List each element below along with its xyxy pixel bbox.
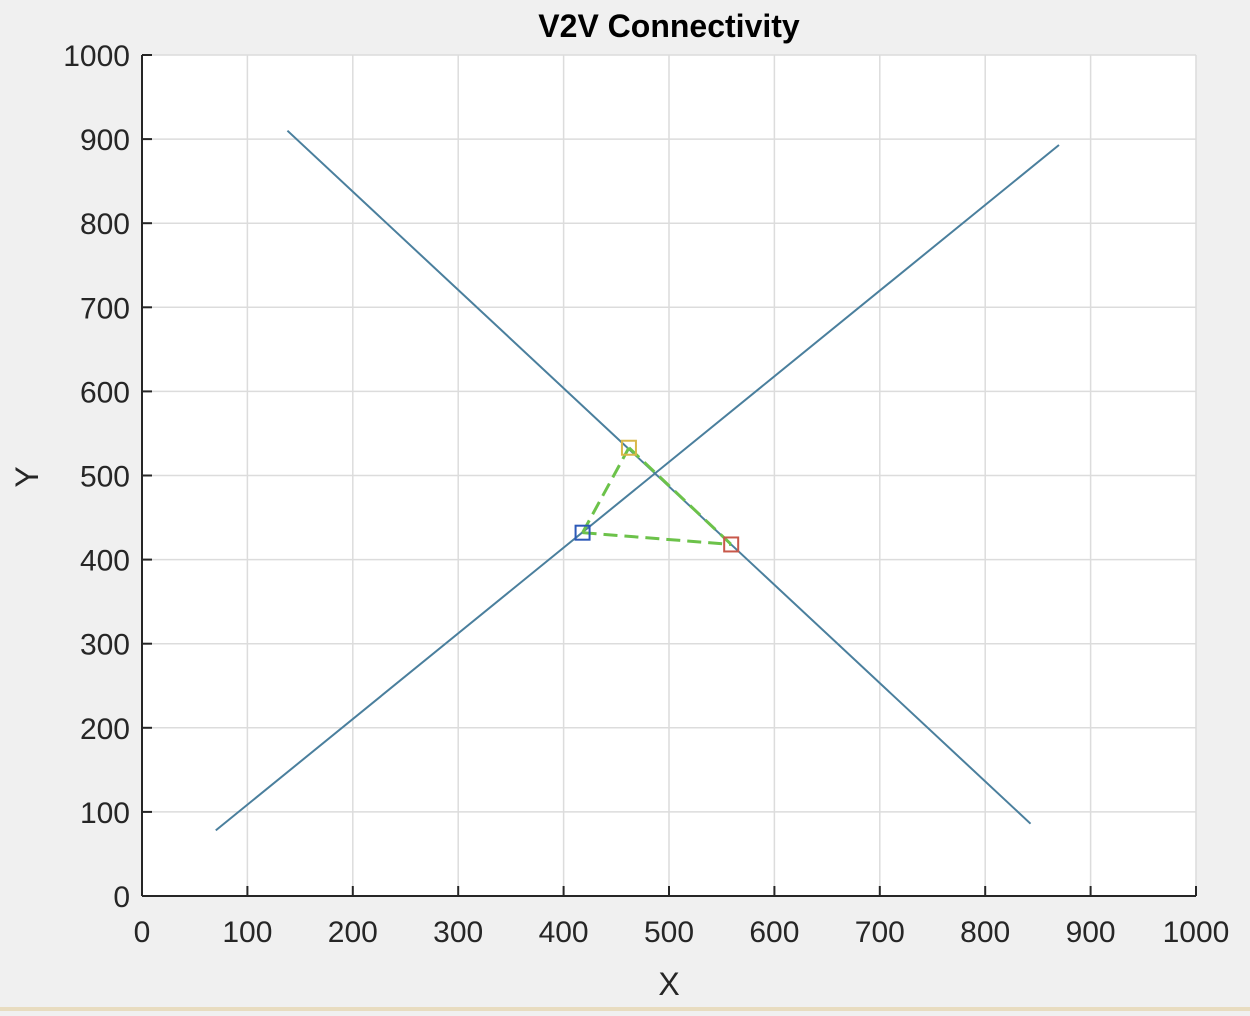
y-tick-label: 0 — [113, 881, 130, 914]
v2v-link-3 — [627, 446, 733, 546]
y-tick-label: 700 — [80, 292, 130, 325]
y-tick-label: 800 — [80, 208, 130, 241]
x-tick-label: 100 — [222, 916, 272, 949]
y-tick-label: 900 — [80, 124, 130, 157]
x-tick-label: 300 — [433, 916, 483, 949]
y-tick-label: 300 — [80, 629, 130, 662]
bottom-rule — [0, 1007, 1250, 1011]
x-tick-labels: 0 100 200 300 400 500 600 700 800 900 1000 — [134, 916, 1230, 949]
x-tick-label: 600 — [749, 916, 799, 949]
y-axis-label: Y — [9, 466, 45, 487]
x-tick-label: 0 — [134, 916, 151, 949]
x-tick-label: 800 — [960, 916, 1010, 949]
y-tick-label: 400 — [80, 545, 130, 578]
vehicle-marker-1 — [574, 524, 591, 541]
x-tick-label: 1000 — [1163, 916, 1230, 949]
x-tick-label: 200 — [328, 916, 378, 949]
x-axis-label: X — [658, 966, 679, 1002]
y-tick-label: 100 — [80, 797, 130, 830]
grid — [141, 54, 1197, 897]
vehicles — [574, 439, 740, 553]
y-tick-label: 500 — [80, 461, 130, 494]
y-tick-label: 1000 — [63, 40, 130, 73]
x-tick-label: 700 — [855, 916, 905, 949]
links — [581, 446, 733, 546]
x-tick-label: 900 — [1066, 916, 1116, 949]
y-tick-label: 200 — [80, 713, 130, 746]
y-tick-label: 600 — [80, 376, 130, 409]
y-tick-labels: 0 100 200 300 400 500 600 700 800 900 1000 — [63, 40, 130, 914]
v2v-link-1 — [582, 531, 732, 546]
x-tick-label: 500 — [644, 916, 694, 949]
chart-title: V2V Connectivity — [538, 8, 800, 44]
vehicle-marker-3 — [723, 536, 740, 553]
x-tick-label: 400 — [539, 916, 589, 949]
road-line-1 — [215, 144, 1060, 832]
vehicle-marker-2 — [620, 439, 637, 456]
axes — [141, 54, 1197, 897]
v2v-link-2 — [581, 447, 631, 534]
